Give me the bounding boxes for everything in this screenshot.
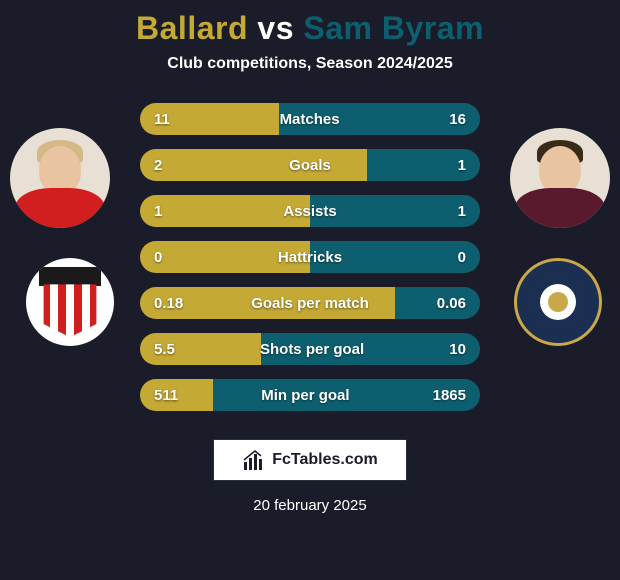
- page-title: Ballard vs Sam Byram: [136, 10, 484, 47]
- stat-label: Assists: [283, 203, 336, 220]
- stat-value-right: 0: [458, 249, 466, 266]
- leeds-rose: [540, 284, 576, 320]
- stat-value-right: 16: [449, 111, 466, 128]
- safc-top: [39, 267, 101, 286]
- stat-row: 11 Matches 16: [140, 103, 480, 135]
- player1-kit: [15, 188, 105, 228]
- stat-value-left: 0.18: [154, 295, 183, 312]
- stat-row: 1 Assists 1: [140, 195, 480, 227]
- comparison-card: Ballard vs Sam Byram Club competitions, …: [0, 0, 620, 580]
- stat-row: 511 Min per goal 1865: [140, 379, 480, 411]
- stat-value-left: 2: [154, 157, 162, 174]
- leeds-inner: [525, 269, 591, 335]
- stat-value-right: 1865: [433, 387, 466, 404]
- club2-badge: [514, 258, 602, 346]
- stat-value-left: 1: [154, 203, 162, 220]
- stat-value-right: 10: [449, 341, 466, 358]
- player2-kit: [515, 188, 605, 228]
- stat-row: 0.18 Goals per match 0.06: [140, 287, 480, 319]
- brand-text: FcTables.com: [272, 451, 378, 469]
- player1-avatar: [10, 128, 110, 228]
- player2-head: [539, 146, 581, 194]
- stat-value-left: 511: [154, 387, 178, 404]
- player1-name: Ballard: [136, 10, 248, 46]
- stat-value-left: 11: [154, 111, 170, 128]
- stat-row: 0 Hattricks 0: [140, 241, 480, 273]
- brand-badge: FcTables.com: [213, 439, 407, 481]
- club1-badge: [26, 258, 114, 346]
- stat-label: Hattricks: [278, 249, 342, 266]
- subtitle: Club competitions, Season 2024/2025: [167, 55, 452, 73]
- chart-icon: [242, 448, 266, 472]
- stat-value-right: 1: [458, 157, 466, 174]
- stat-row: 2 Goals 1: [140, 149, 480, 181]
- vs-text: vs: [257, 10, 294, 46]
- player2-name: Sam Byram: [303, 10, 484, 46]
- stat-bar-left: [140, 149, 367, 181]
- stat-label: Min per goal: [261, 387, 349, 404]
- stat-label: Goals per match: [251, 295, 369, 312]
- stat-value-left: 0: [154, 249, 162, 266]
- player1-head: [39, 146, 81, 194]
- date-text: 20 february 2025: [253, 497, 366, 514]
- stats-list: 11Matches162Goals11Assists10Hattricks00.…: [140, 103, 480, 411]
- stat-label: Matches: [280, 111, 340, 128]
- stat-label: Goals: [289, 157, 331, 174]
- stat-value-right: 1: [458, 203, 466, 220]
- stat-value-left: 5.5: [154, 341, 175, 358]
- stat-label: Shots per goal: [260, 341, 364, 358]
- stat-row: 5.5 Shots per goal 10: [140, 333, 480, 365]
- stat-value-right: 0.06: [437, 295, 466, 312]
- player2-avatar: [510, 128, 610, 228]
